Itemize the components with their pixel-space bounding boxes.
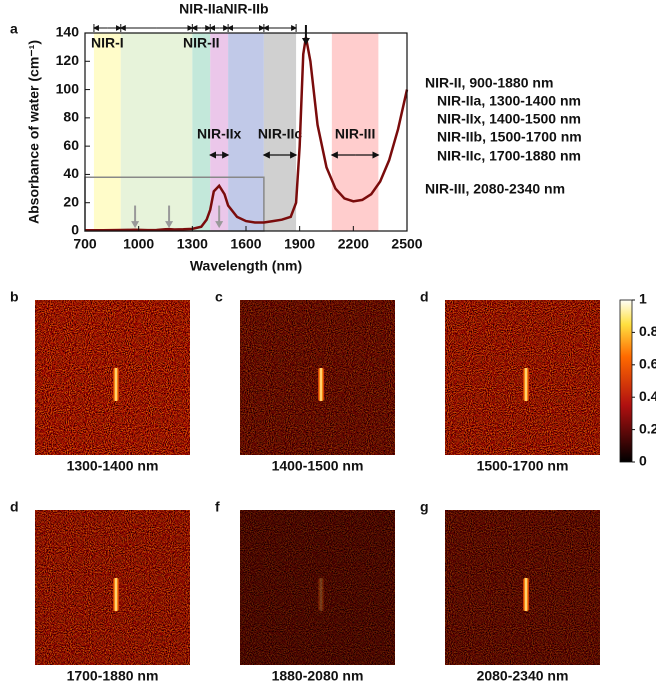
heatmap [35, 510, 190, 665]
heatmap [35, 300, 190, 455]
x-tick-label: 1300 [177, 236, 208, 252]
panel-label: d [10, 499, 19, 515]
heatmap [240, 510, 395, 665]
band-label: NIR-IIx [197, 126, 242, 142]
colorbar-tick-label: 0.4 [639, 388, 656, 404]
annotation: NIR-III, 2080-2340 nm [425, 181, 565, 197]
band [331, 33, 379, 231]
annotation: NIR-IIc, 1700-1880 nm [437, 148, 581, 164]
marker-arrowhead [165, 221, 174, 229]
panel-caption: 1500-1700 nm [477, 458, 569, 474]
panel-caption: 2080-2340 nm [477, 668, 569, 684]
signal-line [523, 368, 529, 401]
panel-caption: 1700-1880 nm [67, 668, 159, 684]
x-axis-label: Wavelength (nm) [190, 258, 302, 274]
annotation: NIR-II, 900-1880 nm [425, 75, 553, 91]
y-tick-label: 40 [63, 165, 79, 181]
annotation: NIR-IIx, 1400-1500 nm [437, 111, 581, 127]
y-tick-label: 0 [71, 222, 79, 238]
heatmap [240, 300, 395, 455]
panel-label: f [215, 499, 220, 515]
band [93, 33, 121, 231]
band [263, 33, 297, 231]
colorbar [619, 299, 633, 463]
annotation: NIR-IIb, 1500-1700 nm [437, 129, 582, 145]
signal-line [523, 578, 529, 611]
heatmap [445, 300, 600, 455]
band-label: NIR-I [91, 35, 124, 51]
band-label: NIR-II [183, 35, 220, 51]
y-tick-label: 60 [63, 137, 79, 153]
colorbar-tick-label: 0.6 [639, 356, 656, 372]
y-tick-label: 80 [63, 109, 79, 125]
signal-line [318, 578, 324, 611]
colorbar-tick-label: 0.8 [639, 323, 656, 339]
panel-label: g [420, 499, 429, 515]
signal-line [318, 368, 324, 401]
y-tick-label: 100 [56, 80, 80, 96]
panel-label: d [420, 289, 429, 305]
marker-arrowhead [215, 221, 224, 229]
y-axis-label: Absorbance of water (cm⁻¹) [26, 40, 42, 224]
y-tick-label: 140 [56, 24, 80, 40]
x-tick-label: 1000 [123, 236, 154, 252]
panel-caption: 1300-1400 nm [67, 458, 159, 474]
y-tick-label: 120 [56, 52, 80, 68]
panel-caption: 1880-2080 nm [272, 668, 364, 684]
x-tick-label: 2500 [391, 236, 422, 252]
top-label: NIR-IIb [223, 1, 268, 17]
band-label: NIR-III [335, 126, 375, 142]
signal-line [113, 368, 119, 401]
top-label: NIR-IIa [179, 1, 224, 17]
colorbar-tick-label: 0.2 [639, 420, 656, 436]
marker-arrowhead [131, 221, 140, 229]
band [120, 33, 193, 231]
water-curve [85, 37, 409, 232]
colorbar-tick-label: 1 [639, 291, 647, 307]
band [228, 33, 264, 231]
marker-arrowhead [301, 38, 310, 45]
panel-label: c [215, 289, 223, 305]
y-tick-label: 20 [63, 193, 79, 209]
x-tick-label: 700 [73, 236, 97, 252]
annotation: NIR-IIa, 1300-1400 nm [437, 93, 581, 109]
panel-label: a [10, 21, 18, 37]
x-tick-label: 2200 [338, 236, 369, 252]
band [210, 33, 229, 231]
band [192, 33, 211, 231]
panel-label: b [10, 289, 19, 305]
band-label: NIR-IIc [258, 126, 303, 142]
panel-caption: 1400-1500 nm [272, 458, 364, 474]
heatmap [445, 510, 600, 665]
signal-line [113, 578, 119, 611]
x-tick-label: 1900 [284, 236, 315, 252]
x-tick-label: 1600 [230, 236, 261, 252]
colorbar-tick-label: 0 [639, 453, 647, 469]
